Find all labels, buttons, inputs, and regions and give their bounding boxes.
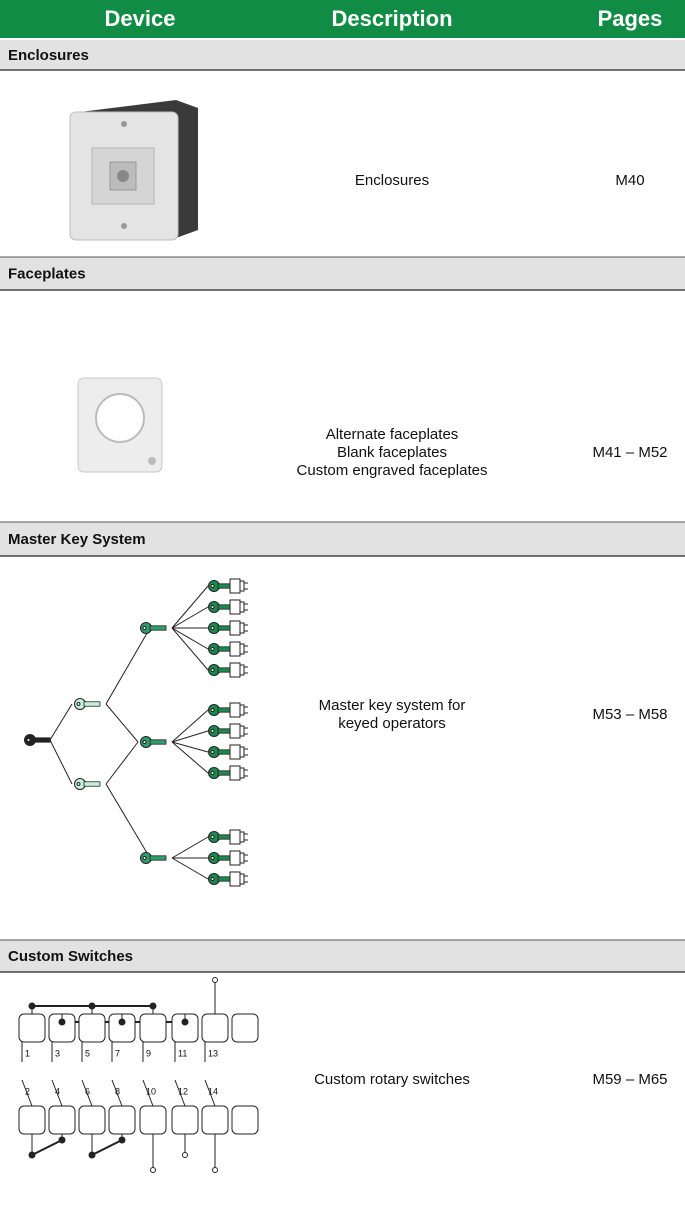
description: Enclosures [355, 172, 429, 189]
terminal-label: 12 [178, 1086, 188, 1096]
description: Master key system for [319, 697, 466, 714]
node [28, 1151, 36, 1159]
terminal-label: 6 [85, 1086, 90, 1096]
switch-cell [171, 1105, 199, 1135]
pages: M41 – M52 [592, 444, 667, 461]
header-bar [0, 0, 685, 38]
node [28, 1002, 36, 1010]
column-header: Description [331, 6, 452, 31]
section-bar [0, 40, 685, 70]
description: Custom rotary switches [314, 1071, 470, 1088]
node [58, 1018, 66, 1026]
terminal-label: 8 [115, 1086, 120, 1096]
contact [81, 1079, 93, 1107]
terminal-label: 11 [178, 1048, 187, 1058]
switch-cell [201, 1013, 229, 1043]
pages: M53 – M58 [592, 706, 667, 723]
pages: M40 [615, 172, 644, 189]
description: Alternate faceplates [326, 426, 459, 443]
section-bar [0, 522, 685, 556]
section-bar [0, 940, 685, 972]
contact [111, 1079, 123, 1107]
faceplate-image [77, 377, 163, 473]
contact [142, 1079, 154, 1107]
column-header: Pages [598, 6, 663, 31]
terminal-label: 13 [208, 1048, 218, 1058]
switch-cell [78, 1105, 106, 1135]
column-header: Device [105, 6, 176, 31]
terminal-label: 14 [208, 1086, 218, 1096]
terminal-label: 3 [55, 1048, 60, 1058]
node [118, 1018, 126, 1026]
pages: M59 – M65 [592, 1071, 667, 1088]
switch-cell [139, 1105, 167, 1135]
section-title: Enclosures [8, 47, 89, 64]
switch-cell [48, 1105, 76, 1135]
section-title: Faceplates [8, 265, 86, 282]
node [88, 1002, 96, 1010]
node [58, 1136, 66, 1144]
contact [204, 1079, 216, 1107]
switch-cell [78, 1013, 106, 1043]
node [212, 1167, 218, 1173]
node [118, 1136, 126, 1144]
terminal-label: 10 [146, 1086, 156, 1096]
switch-cell [18, 1105, 46, 1135]
node [149, 1002, 157, 1010]
switch-cell [231, 1013, 259, 1043]
node [88, 1151, 96, 1159]
node [150, 1167, 156, 1173]
section-bar [0, 257, 685, 290]
description: Blank faceplates [337, 444, 447, 461]
node [182, 1152, 188, 1158]
terminal-label: 9 [146, 1048, 151, 1058]
enclosure-image [69, 100, 198, 241]
node [181, 1018, 189, 1026]
switch-cell [139, 1013, 167, 1043]
switch-cell [108, 1105, 136, 1135]
terminal-label: 1 [25, 1048, 30, 1058]
terminal-label: 5 [85, 1048, 90, 1058]
terminal-label: 4 [55, 1086, 60, 1096]
terminal-label: 2 [25, 1086, 30, 1096]
section-title: Custom Switches [8, 948, 133, 965]
switch-diagram [18, 977, 259, 1173]
switch-cell [201, 1105, 229, 1135]
contact [174, 1079, 186, 1107]
contact [21, 1079, 33, 1107]
description: keyed operators [338, 715, 446, 732]
section-title: Master Key System [8, 531, 146, 548]
switch-cell [231, 1105, 259, 1135]
terminal-label: 7 [115, 1048, 120, 1058]
master-key-diagram [24, 578, 249, 887]
description: Custom engraved faceplates [297, 462, 488, 479]
contact [51, 1079, 63, 1107]
switch-cell [18, 1013, 46, 1043]
